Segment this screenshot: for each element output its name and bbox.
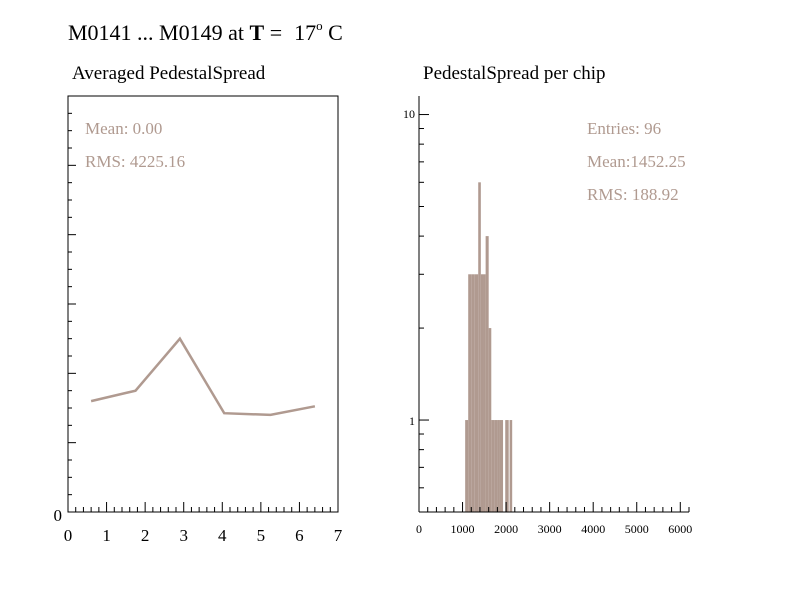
left-stat-rms: RMS: 4225.16 xyxy=(85,152,185,171)
histogram-bar xyxy=(505,420,509,512)
histogram-bar xyxy=(471,274,475,512)
right-x-tick-label: 5000 xyxy=(625,522,649,536)
left-x-tick-labels: 0 1 2 3 4 5 6 7 xyxy=(64,526,343,545)
right-x-tick-label: 0 xyxy=(416,522,422,536)
left-x-tick-label: 2 xyxy=(141,526,150,545)
right-x-tick-label: 4000 xyxy=(581,522,605,536)
histogram-bar xyxy=(488,328,492,512)
histogram-bar xyxy=(491,420,495,512)
right-stat-entries: Entries: 96 xyxy=(587,119,661,138)
histogram-bar xyxy=(509,420,513,512)
right-x-tick-label: 1000 xyxy=(451,522,475,536)
right-y-ticks xyxy=(419,114,429,489)
left-y-ticks xyxy=(68,95,76,513)
left-data-line xyxy=(90,336,316,417)
left-x-tick-label: 3 xyxy=(179,526,188,545)
left-chart-title: Averaged PedestalSpread xyxy=(72,63,266,84)
right-x-tick-label: 3000 xyxy=(538,522,562,536)
histogram-bar xyxy=(485,236,489,513)
histogram-bar xyxy=(480,274,484,512)
right-stat-rms: RMS: 188.92 xyxy=(587,185,679,204)
left-x-tick-label: 6 xyxy=(295,526,304,545)
histogram-bar xyxy=(474,274,479,512)
figure-title-variable: T xyxy=(250,20,265,45)
histogram-bar xyxy=(499,420,504,512)
right-chart: PedestalSpread per chip 0 1000 2000 3000 400… xyxy=(403,63,692,536)
left-chart: Averaged PedestalSpread 0 1 2 3 4 5 6 7 0 Mean:… xyxy=(54,63,343,545)
right-chart-title: PedestalSpread per chip xyxy=(423,63,606,84)
figure-title-unit: C xyxy=(323,20,343,45)
right-histogram-bars xyxy=(465,182,513,513)
right-stat-mean: Mean:1452.25 xyxy=(587,152,686,171)
left-x-ticks xyxy=(67,502,339,512)
histogram-bar xyxy=(497,420,500,512)
right-y-tick-label-10: 10 xyxy=(403,107,415,121)
left-stat-mean: Mean: 0.00 xyxy=(85,119,162,138)
histogram-bar xyxy=(483,274,486,512)
left-x-tick-label: 7 xyxy=(334,526,343,545)
left-y-tick-label-0: 0 xyxy=(54,506,63,525)
histogram-bar xyxy=(494,420,498,512)
right-y-tick-label-1: 1 xyxy=(409,414,415,428)
right-x-tick-label: 2000 xyxy=(494,522,518,536)
figure-title: M0141 ... M0149 at T = 17o C xyxy=(68,18,343,45)
figure-title-degree: o xyxy=(316,18,323,33)
figure-title-text: M0141 ... M0149 at xyxy=(68,20,250,45)
histogram-bar xyxy=(468,274,472,512)
left-x-tick-label: 4 xyxy=(218,526,227,545)
figure-title-temperature: 17 xyxy=(294,20,316,45)
histogram-bar xyxy=(465,420,469,512)
left-x-tick-label: 1 xyxy=(102,526,111,545)
left-x-tick-label: 5 xyxy=(257,526,266,545)
right-x-ticks xyxy=(418,502,690,512)
left-x-tick-label: 0 xyxy=(64,526,73,545)
figure-title-equals: = xyxy=(264,20,282,45)
right-x-tick-label: 6000 xyxy=(668,522,692,536)
right-x-tick-labels: 0 1000 2000 3000 4000 5000 6000 xyxy=(416,522,692,536)
histogram-bar xyxy=(478,182,481,513)
